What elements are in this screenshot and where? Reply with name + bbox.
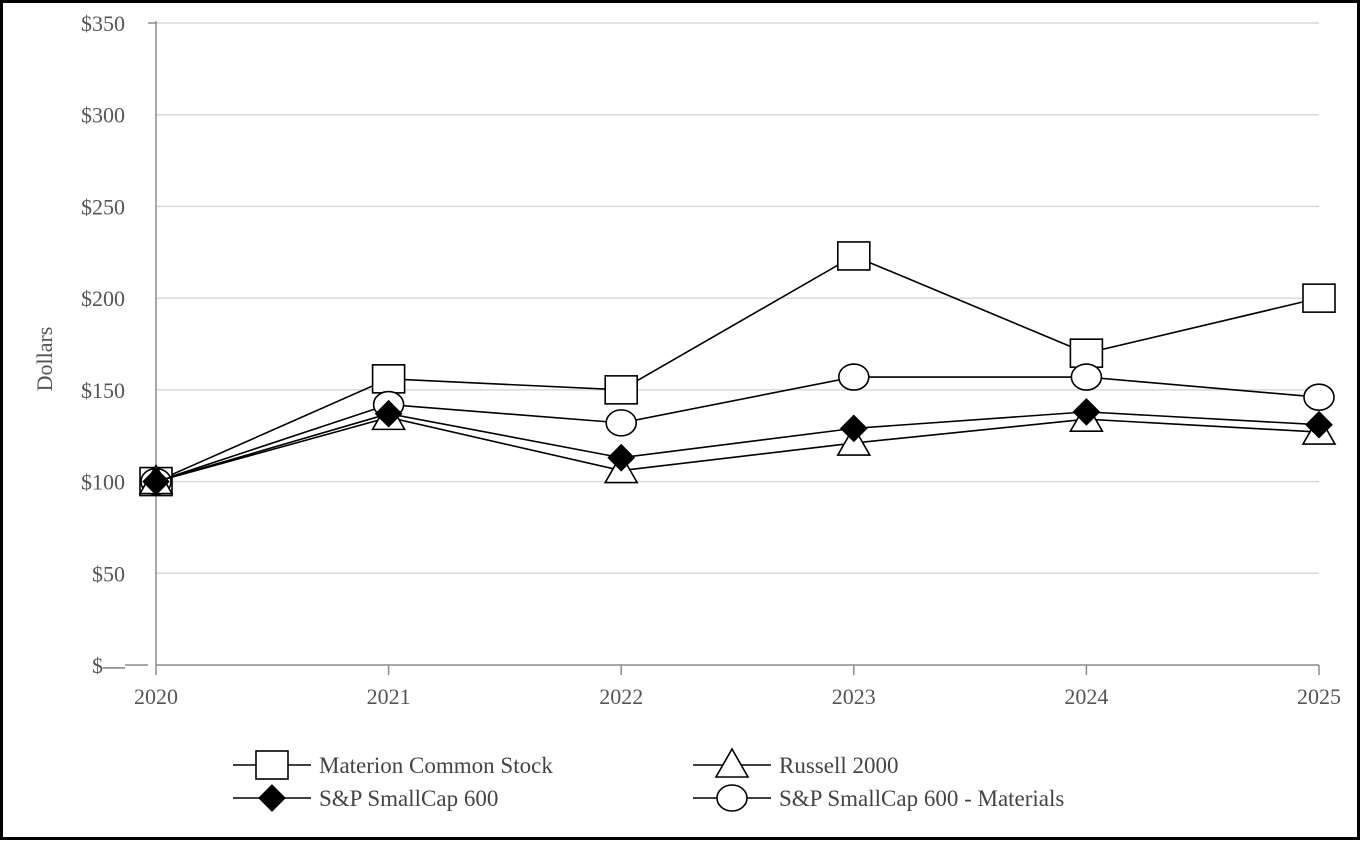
y-tick-label: $150: [81, 378, 125, 403]
series-diamond: [142, 398, 1333, 496]
series-line: [155, 255, 1320, 483]
legend-label: Materion Common Stock: [319, 753, 553, 778]
legend-marker-square: [255, 750, 289, 780]
data-point-square: [371, 364, 406, 394]
data-point-circle: [1303, 383, 1335, 411]
data-point-square: [1069, 338, 1104, 368]
legend-label: Russell 2000: [779, 753, 898, 778]
x-tick-label: 2021: [367, 684, 411, 709]
legend-label: S&P SmallCap 600: [319, 786, 498, 811]
data-point-circle: [837, 363, 870, 391]
data-point-square: [836, 241, 871, 271]
data-point-square: [604, 375, 639, 405]
legend-marker-triangle: [714, 747, 750, 778]
y-tick-label: $50: [92, 561, 125, 586]
y-tick-label: $100: [81, 470, 125, 495]
data-point-diamond: [1305, 410, 1333, 439]
x-tick-label: 2020: [134, 684, 178, 709]
legend-label: S&P SmallCap 600 - Materials: [779, 786, 1064, 811]
line-chart: $—$50$100$150$200$250$300$350 2020 2021 20…: [32, 11, 1341, 812]
series-line: [155, 376, 1320, 483]
axes: [125, 21, 1320, 675]
series-line: [155, 416, 1320, 483]
y-tick-label: $200: [81, 286, 125, 311]
x-tick-label: 2023: [832, 684, 876, 709]
data-point-diamond: [1072, 398, 1101, 426]
data-point-diamond: [607, 443, 636, 472]
legend-marker-diamond: [258, 784, 286, 812]
series-group: [138, 241, 1337, 497]
x-tick-label: 2024: [1064, 684, 1108, 709]
x-tick-label: 2025: [1297, 684, 1341, 709]
y-tick-label: $300: [81, 103, 125, 128]
legend-item: S&P SmallCap 600: [233, 784, 498, 812]
legend-item: S&P SmallCap 600 - Materials: [693, 784, 1064, 812]
data-point-circle: [605, 409, 638, 437]
y-tick-label: $—: [92, 653, 126, 678]
series-line: [155, 411, 1320, 483]
y-axis-label: Dollars: [32, 327, 57, 392]
data-point-diamond: [839, 414, 868, 443]
y-tick-label: $250: [81, 194, 125, 219]
legend: Materion Common Stock Russell 2000 S&P Sma…: [233, 747, 1064, 812]
y-tick-label: $350: [81, 11, 125, 36]
y-tick-labels: $— $50 $100 $150 $200 $250 $300 $350: [81, 11, 126, 678]
legend-marker-circle: [716, 784, 748, 812]
data-point-diamond: [374, 399, 403, 428]
x-tick-label: 2022: [599, 684, 643, 709]
data-point-square: [1302, 283, 1336, 313]
legend-item: Russell 2000: [693, 747, 898, 778]
legend-item: Materion Common Stock: [233, 750, 553, 780]
series-circle: [140, 363, 1335, 496]
data-point-circle: [1070, 363, 1103, 391]
x-tick-labels: 2020 2021 2022 2023 2024 2025: [134, 684, 1341, 709]
data-point-diamond: [142, 467, 170, 496]
grid-lines: [156, 22, 1319, 575]
